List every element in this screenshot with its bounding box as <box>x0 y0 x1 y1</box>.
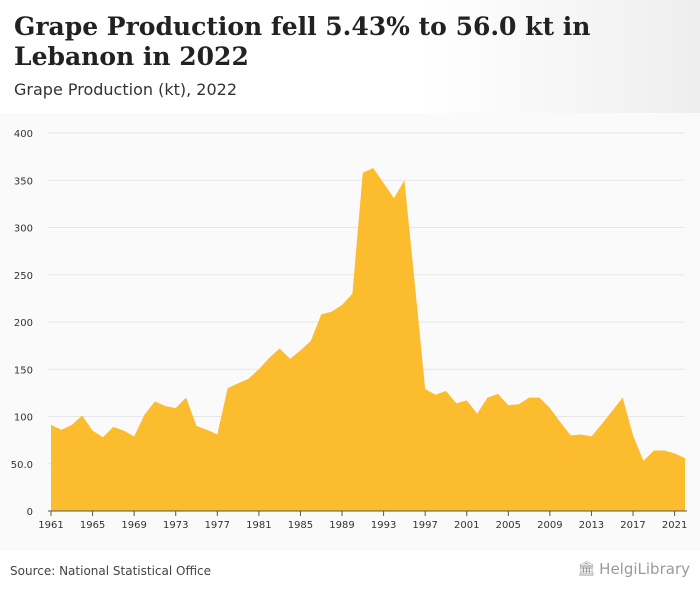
chart-header: Grape Production fell 5.43% to 56.0 kt i… <box>0 0 700 113</box>
y-tick-label: 150 <box>14 365 33 376</box>
data-point <box>496 392 499 395</box>
data-point <box>600 423 603 426</box>
x-tick-label: 2013 <box>579 520 604 531</box>
x-tick-label: 1973 <box>163 520 188 531</box>
y-tick-label: 300 <box>14 224 33 235</box>
data-point <box>548 406 551 409</box>
data-point <box>673 452 676 455</box>
data-point <box>559 421 562 424</box>
source-note: Source: National Statistical Office <box>10 564 212 578</box>
data-point <box>70 424 73 427</box>
data-point <box>507 404 510 407</box>
data-point <box>164 405 167 408</box>
data-point <box>424 388 427 391</box>
x-tick-label: 1965 <box>80 520 105 531</box>
x-tick-label: 2009 <box>537 520 562 531</box>
data-point <box>621 396 624 399</box>
data-point <box>50 424 53 427</box>
data-point <box>174 406 177 409</box>
chart-title: Grape Production fell 5.43% to 56.0 kt i… <box>14 12 591 71</box>
data-point <box>289 357 292 360</box>
data-point <box>153 400 156 403</box>
chart-subtitle: Grape Production (kt), 2022 <box>14 80 237 99</box>
data-point <box>517 403 520 406</box>
data-point <box>455 402 458 405</box>
data-point <box>538 396 541 399</box>
data-point <box>330 310 333 313</box>
helgi-library-logo: 🏛 HelgiLibrary <box>577 560 690 578</box>
data-point <box>133 435 136 438</box>
y-tick-label: 100 <box>14 413 33 424</box>
data-point <box>486 396 489 399</box>
y-tick-label: 200 <box>14 318 33 329</box>
data-point <box>91 429 94 432</box>
x-tick-label: 2017 <box>620 520 645 531</box>
data-point <box>226 387 229 390</box>
data-point <box>413 282 416 285</box>
data-point <box>361 171 364 174</box>
data-point <box>320 313 323 316</box>
data-point <box>580 433 583 436</box>
data-point <box>60 428 63 431</box>
data-point <box>642 459 645 462</box>
data-point <box>268 356 271 359</box>
data-point <box>143 413 146 416</box>
data-point <box>341 303 344 306</box>
data-point <box>652 449 655 452</box>
x-tick-label: 1997 <box>412 520 437 531</box>
y-tick-label: 350 <box>14 176 33 187</box>
x-tick-label: 2021 <box>662 520 687 531</box>
data-point <box>299 349 302 352</box>
x-tick-label: 1977 <box>205 520 230 531</box>
data-point <box>528 396 531 399</box>
data-point <box>434 393 437 396</box>
data-point <box>403 179 406 182</box>
data-point <box>392 197 395 200</box>
data-point <box>185 396 188 399</box>
x-tick-label: 2001 <box>454 520 479 531</box>
data-point <box>663 449 666 452</box>
data-point <box>684 457 687 460</box>
data-point <box>257 368 260 371</box>
data-point <box>216 433 219 436</box>
series-area <box>51 167 685 511</box>
data-point <box>590 435 593 438</box>
data-point <box>569 434 572 437</box>
data-point <box>81 414 84 417</box>
data-point <box>112 425 115 428</box>
x-tick-label: 1981 <box>246 520 271 531</box>
x-tick-label: 1989 <box>329 520 354 531</box>
data-point <box>205 428 208 431</box>
x-tick-label: 1969 <box>121 520 146 531</box>
data-point <box>444 389 447 392</box>
data-point <box>195 424 198 427</box>
data-point <box>476 412 479 415</box>
data-point <box>351 292 354 295</box>
y-tick-label: 0 <box>27 507 33 518</box>
data-point <box>237 382 240 385</box>
data-point <box>611 409 614 412</box>
x-tick-label: 1993 <box>371 520 396 531</box>
x-tick-label: 1985 <box>288 520 313 531</box>
library-building-icon: 🏛 <box>577 561 596 577</box>
y-tick-label: 250 <box>14 271 33 282</box>
data-point <box>465 399 468 402</box>
data-point <box>632 434 635 437</box>
x-tick-label: 1961 <box>38 520 63 531</box>
data-point <box>122 429 125 432</box>
data-point <box>309 339 312 342</box>
x-tick-label: 2005 <box>496 520 521 531</box>
data-point <box>382 182 385 185</box>
y-tick-label: 400 <box>14 129 33 140</box>
data-point <box>101 436 104 439</box>
data-point <box>247 377 250 380</box>
data-point <box>372 166 375 169</box>
data-point <box>278 347 281 350</box>
logo-text: HelgiLibrary <box>599 560 690 578</box>
y-tick-label: 50.0 <box>11 460 33 471</box>
